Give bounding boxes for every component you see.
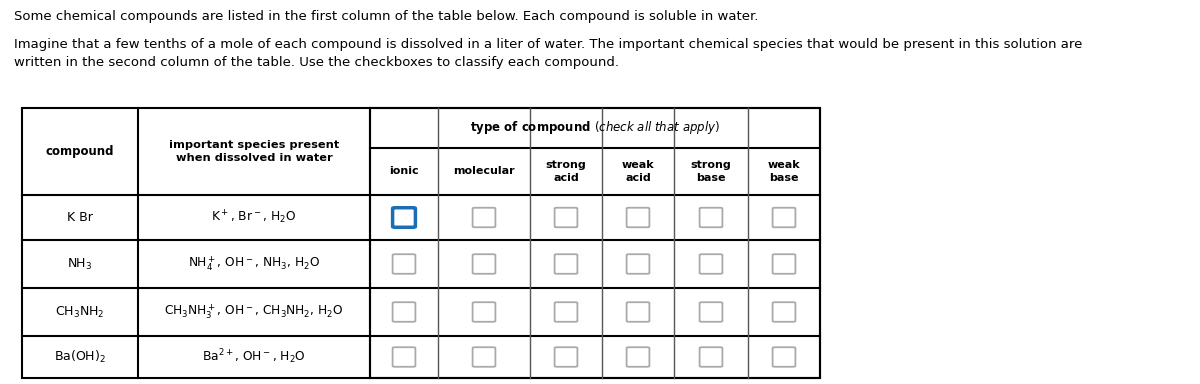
Text: strong
acid: strong acid xyxy=(546,160,587,183)
Text: Imagine that a few tenths of a mole of each compound is dissolved in a liter of : Imagine that a few tenths of a mole of e… xyxy=(14,38,1082,69)
FancyBboxPatch shape xyxy=(700,347,722,367)
Text: Ba(OH)$_2$: Ba(OH)$_2$ xyxy=(54,349,106,365)
FancyBboxPatch shape xyxy=(626,254,649,274)
FancyBboxPatch shape xyxy=(773,208,796,227)
FancyBboxPatch shape xyxy=(626,302,649,322)
FancyBboxPatch shape xyxy=(392,347,415,367)
Text: molecular: molecular xyxy=(454,167,515,177)
Text: type of compound $\mathbf{\mathit{(check\ all\ that\ apply)}}$: type of compound $\mathbf{\mathit{(check… xyxy=(470,119,720,136)
Bar xyxy=(370,108,820,378)
Text: compound: compound xyxy=(46,145,114,158)
FancyBboxPatch shape xyxy=(392,208,415,227)
Text: important species present
when dissolved in water: important species present when dissolved… xyxy=(169,140,340,163)
FancyBboxPatch shape xyxy=(700,302,722,322)
FancyBboxPatch shape xyxy=(773,302,796,322)
FancyBboxPatch shape xyxy=(773,254,796,274)
Text: Ba$^{2+}$, OH$^-$, H$_2$O: Ba$^{2+}$, OH$^-$, H$_2$O xyxy=(202,348,306,366)
Text: NH$_4^+$, OH$^-$, NH$_3$, H$_2$O: NH$_4^+$, OH$^-$, NH$_3$, H$_2$O xyxy=(188,255,320,273)
Text: CH$_3$NH$_2$: CH$_3$NH$_2$ xyxy=(55,305,104,319)
Text: CH$_3$NH$_3^+$, OH$^-$, CH$_3$NH$_2$, H$_2$O: CH$_3$NH$_3^+$, OH$^-$, CH$_3$NH$_2$, H$… xyxy=(164,303,343,321)
Text: K$^+$, Br$^-$, H$_2$O: K$^+$, Br$^-$, H$_2$O xyxy=(211,209,296,226)
FancyBboxPatch shape xyxy=(773,347,796,367)
Text: weak
base: weak base xyxy=(768,160,800,183)
FancyBboxPatch shape xyxy=(700,254,722,274)
Text: Some chemical compounds are listed in the first column of the table below. Each : Some chemical compounds are listed in th… xyxy=(14,10,758,23)
FancyBboxPatch shape xyxy=(392,254,415,274)
FancyBboxPatch shape xyxy=(626,347,649,367)
FancyBboxPatch shape xyxy=(392,302,415,322)
Text: strong
base: strong base xyxy=(691,160,731,183)
FancyBboxPatch shape xyxy=(473,302,496,322)
FancyBboxPatch shape xyxy=(626,208,649,227)
Text: ionic: ionic xyxy=(389,167,419,177)
FancyBboxPatch shape xyxy=(554,302,577,322)
Text: weak
acid: weak acid xyxy=(622,160,654,183)
FancyBboxPatch shape xyxy=(554,254,577,274)
FancyBboxPatch shape xyxy=(473,347,496,367)
FancyBboxPatch shape xyxy=(473,254,496,274)
Text: K Br: K Br xyxy=(67,211,92,224)
FancyBboxPatch shape xyxy=(700,208,722,227)
FancyBboxPatch shape xyxy=(554,208,577,227)
Bar xyxy=(22,108,820,378)
FancyBboxPatch shape xyxy=(473,208,496,227)
FancyBboxPatch shape xyxy=(554,347,577,367)
Text: NH$_3$: NH$_3$ xyxy=(67,257,92,271)
